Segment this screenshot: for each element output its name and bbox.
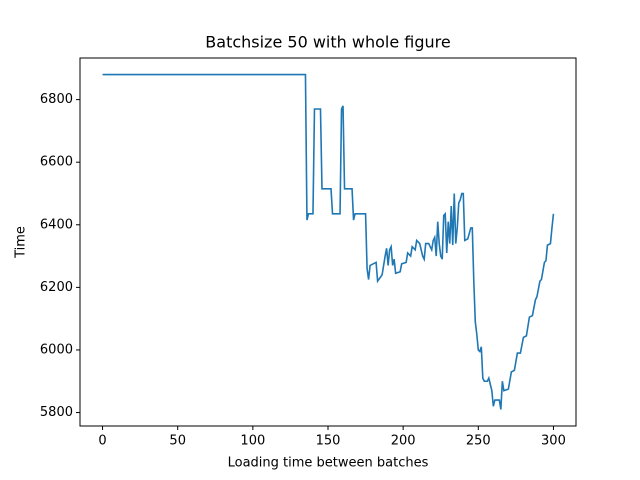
- y-tick-label: 6400: [40, 217, 73, 232]
- y-tick-label: 6800: [40, 92, 73, 107]
- x-tick-label: 150: [316, 434, 341, 449]
- data-line: [102, 73, 555, 410]
- y-tick-label: 5800: [40, 405, 73, 420]
- x-tick-label: 200: [391, 434, 416, 449]
- x-axis-label: Loading time between batches: [228, 456, 429, 471]
- x-tick-label: 250: [466, 434, 491, 449]
- x-tick-label: 300: [541, 434, 566, 449]
- y-axis-label: Time: [14, 226, 29, 259]
- x-tick-label: 100: [240, 434, 265, 449]
- y-tick-label: 6000: [40, 342, 73, 357]
- chart-title: Batchsize 50 with whole figure: [205, 33, 450, 52]
- y-tick-label: 6600: [40, 155, 73, 170]
- x-tick-label: 50: [169, 434, 186, 449]
- plot-frame: [79, 57, 577, 427]
- x-tick-label: 0: [98, 434, 106, 449]
- y-tick-label: 6200: [40, 280, 73, 295]
